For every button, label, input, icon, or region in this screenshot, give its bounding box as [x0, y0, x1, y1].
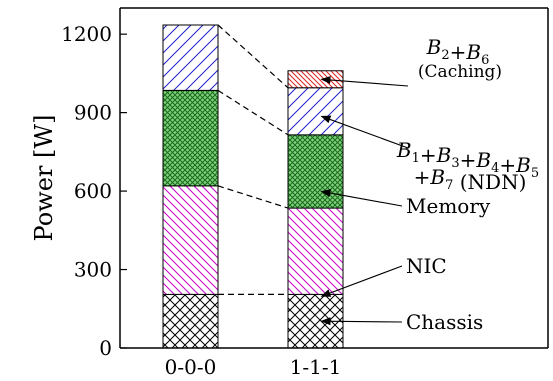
bar-segment-nic-1-1-1: [287, 207, 344, 295]
arrow-nic: [320, 265, 403, 297]
bars-group: [162, 24, 344, 349]
bar-segment-memory-1-1-1: [287, 134, 344, 209]
annotation-caching-line1: B2+B6: [426, 35, 490, 68]
annotation-caching-line2: (Caching): [418, 62, 502, 82]
connector-line-memory: [217, 89, 289, 136]
annotation-nic: NIC: [406, 254, 447, 278]
y-tick-label-900: 900: [74, 101, 112, 125]
annotations-group: Chassis NIC Memory B1+B3+B4+B5+B7 (NDN) B2+B…: [320, 35, 539, 334]
bar-segment-nic-0-0-0: [162, 185, 219, 295]
segment-connector-lines: [217, 24, 289, 295]
bar-segment-chassis-0-0-0: [162, 293, 219, 349]
bar-segment-b1-b3-b4-b5-b7-ndn--1-1-1: [287, 87, 344, 136]
y-tick-label-600: 600: [74, 179, 112, 203]
bar-segment-memory-0-0-0: [162, 89, 219, 187]
arrow-caching: [320, 75, 409, 87]
x-tick-label-0-0-0: 0-0-0: [165, 355, 217, 379]
arrow-ndn: [320, 115, 409, 149]
connector-line-b1-b3-b4-b5-b7-ndn-: [217, 24, 289, 89]
annotation-ndn-line1: B1+B3+B4+B5: [396, 138, 539, 181]
x-tick-label-1-1-1: 1-1-1: [290, 355, 342, 379]
y-tick-label-1200: 1200: [61, 22, 112, 46]
axes-group: 0 300 600 900 1200 0-0-0 1-1-1 Power [W]: [30, 7, 549, 379]
y-tick-label-300: 300: [74, 258, 112, 282]
y-axis-label: Power [W]: [30, 115, 58, 242]
annotation-memory: Memory: [406, 194, 491, 218]
y-tick-label-0: 0: [99, 336, 112, 360]
arrow-chassis: [320, 317, 403, 326]
connector-line-nic: [217, 185, 289, 209]
annotation-chassis: Chassis: [406, 310, 483, 334]
bar-segment-b1-b3-b4-b5-b7-ndn--0-0-0: [162, 24, 219, 91]
arrow-memory: [320, 189, 403, 207]
bar-segment-b2-b6-caching--1-1-1: [287, 70, 344, 89]
annotation-ndn-line2: +B7 (NDN): [414, 165, 527, 194]
